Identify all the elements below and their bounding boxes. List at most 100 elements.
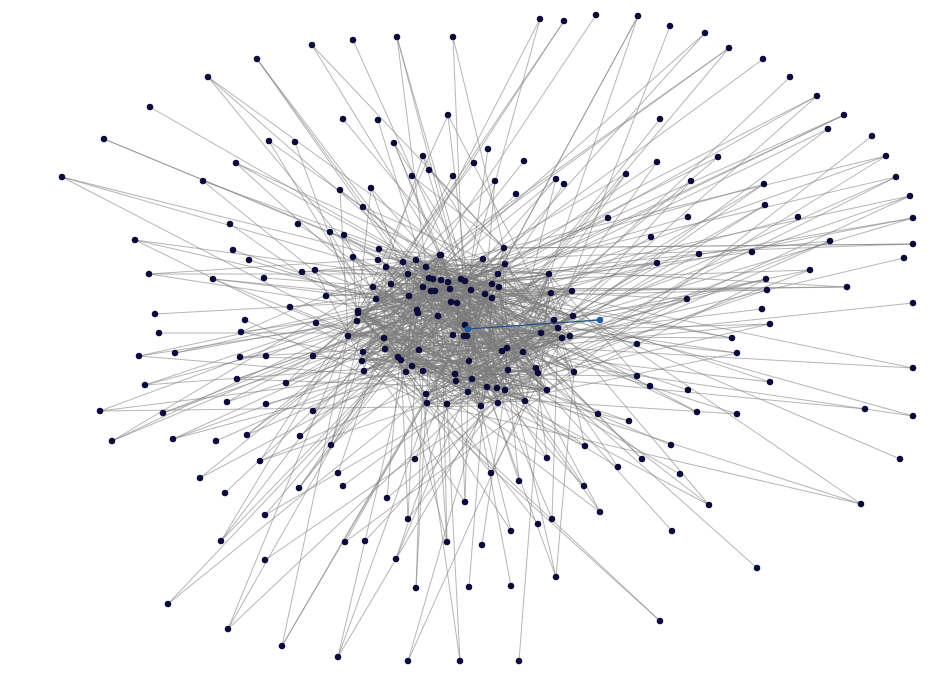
graph-node[interactable]	[786, 73, 794, 81]
graph-node[interactable]	[419, 283, 427, 291]
graph-node[interactable]	[344, 332, 352, 340]
graph-node[interactable]	[515, 657, 523, 665]
graph-node[interactable]	[221, 489, 229, 497]
graph-node[interactable]	[536, 15, 544, 23]
graph-node[interactable]	[763, 286, 771, 294]
graph-node[interactable]	[826, 237, 834, 245]
graph-node[interactable]	[634, 12, 642, 20]
graph-node[interactable]	[552, 573, 560, 581]
graph-node[interactable]	[857, 500, 865, 508]
graph-node[interactable]	[762, 275, 770, 283]
graph-node[interactable]	[374, 256, 382, 264]
graph-node[interactable]	[457, 275, 465, 283]
graph-node[interactable]	[581, 442, 589, 450]
graph-node[interactable]	[693, 408, 701, 416]
graph-node[interactable]	[390, 139, 398, 147]
graph-node[interactable]	[437, 276, 445, 284]
graph-node[interactable]	[449, 172, 457, 180]
graph-node[interactable]	[243, 431, 251, 439]
graph-node[interactable]	[761, 201, 769, 209]
graph-node[interactable]	[256, 457, 264, 465]
graph-node[interactable]	[758, 305, 766, 313]
graph-node[interactable]	[327, 441, 335, 449]
graph-node[interactable]	[423, 399, 431, 407]
graph-node[interactable]	[464, 388, 472, 396]
graph-node[interactable]	[501, 386, 509, 394]
graph-node[interactable]	[592, 11, 600, 19]
graph-node[interactable]	[419, 367, 427, 375]
graph-node[interactable]	[520, 157, 528, 165]
graph-node[interactable]	[108, 437, 116, 445]
graph-node[interactable]	[412, 584, 420, 592]
graph-node[interactable]	[656, 115, 664, 123]
graph-node[interactable]	[666, 22, 674, 30]
graph-node[interactable]	[397, 356, 405, 364]
graph-node[interactable]	[766, 378, 774, 386]
graph-node[interactable]	[468, 375, 476, 383]
graph-node[interactable]	[340, 231, 348, 239]
graph-node[interactable]	[633, 340, 641, 348]
graph-node[interactable]	[131, 236, 139, 244]
graph-node[interactable]	[444, 111, 452, 119]
graph-node[interactable]	[404, 515, 412, 523]
graph-node[interactable]	[495, 283, 503, 291]
graph-node[interactable]	[414, 309, 422, 317]
graph-node[interactable]	[494, 270, 502, 278]
graph-node[interactable]	[580, 482, 588, 490]
graph-node[interactable]	[909, 299, 917, 307]
graph-node[interactable]	[896, 455, 904, 463]
graph-node[interactable]	[566, 332, 574, 340]
graph-node[interactable]	[548, 515, 556, 523]
graph-node[interactable]	[479, 255, 487, 263]
graph-node[interactable]	[507, 582, 515, 590]
graph-node[interactable]	[402, 368, 410, 376]
graph-node[interactable]	[447, 298, 455, 306]
graph-node[interactable]	[261, 556, 269, 564]
graph-node[interactable]	[309, 407, 317, 415]
graph-node[interactable]	[684, 213, 692, 221]
graph-node[interactable]	[217, 537, 225, 545]
graph-node[interactable]	[570, 368, 578, 376]
graph-node[interactable]	[813, 92, 821, 100]
graph-node[interactable]	[622, 170, 630, 178]
graph-node[interactable]	[519, 348, 527, 356]
graph-node[interactable]	[425, 166, 433, 174]
graph-node[interactable]	[532, 364, 540, 372]
graph-node[interactable]	[653, 259, 661, 267]
graph-node[interactable]	[291, 138, 299, 146]
graph-node[interactable]	[460, 332, 468, 340]
graph-node[interactable]	[521, 397, 529, 405]
graph-node[interactable]	[339, 482, 347, 490]
graph-node[interactable]	[381, 345, 389, 353]
graph-node[interactable]	[449, 331, 457, 339]
graph-node[interactable]	[334, 469, 342, 477]
graph-node[interactable]	[794, 213, 802, 221]
graph-node[interactable]	[100, 135, 108, 143]
graph-node[interactable]	[380, 334, 388, 342]
graph-node[interactable]	[625, 417, 633, 425]
graph-node[interactable]	[909, 364, 917, 372]
graph-node[interactable]	[728, 334, 736, 342]
graph-node[interactable]	[437, 251, 445, 259]
graph-node[interactable]	[512, 190, 520, 198]
graph-node[interactable]	[554, 324, 562, 332]
graph-node[interactable]	[412, 256, 420, 264]
graph-node[interactable]	[411, 455, 419, 463]
graph-node[interactable]	[429, 275, 437, 283]
graph-node[interactable]	[212, 437, 220, 445]
graph-node[interactable]	[229, 246, 237, 254]
graph-node[interactable]	[543, 386, 551, 394]
graph-node[interactable]	[399, 258, 407, 266]
graph-node[interactable]	[135, 352, 143, 360]
graph-node[interactable]	[326, 228, 334, 236]
graph-node[interactable]	[487, 469, 495, 477]
graph-node[interactable]	[491, 177, 499, 185]
graph-node[interactable]	[415, 346, 423, 354]
graph-node[interactable]	[861, 405, 869, 413]
graph-node[interactable]	[312, 319, 320, 327]
graph-node[interactable]	[233, 375, 241, 383]
graph-node[interactable]	[199, 177, 207, 185]
graph-node[interactable]	[560, 180, 568, 188]
graph-node[interactable]	[434, 312, 442, 320]
graph-node[interactable]	[498, 347, 506, 355]
